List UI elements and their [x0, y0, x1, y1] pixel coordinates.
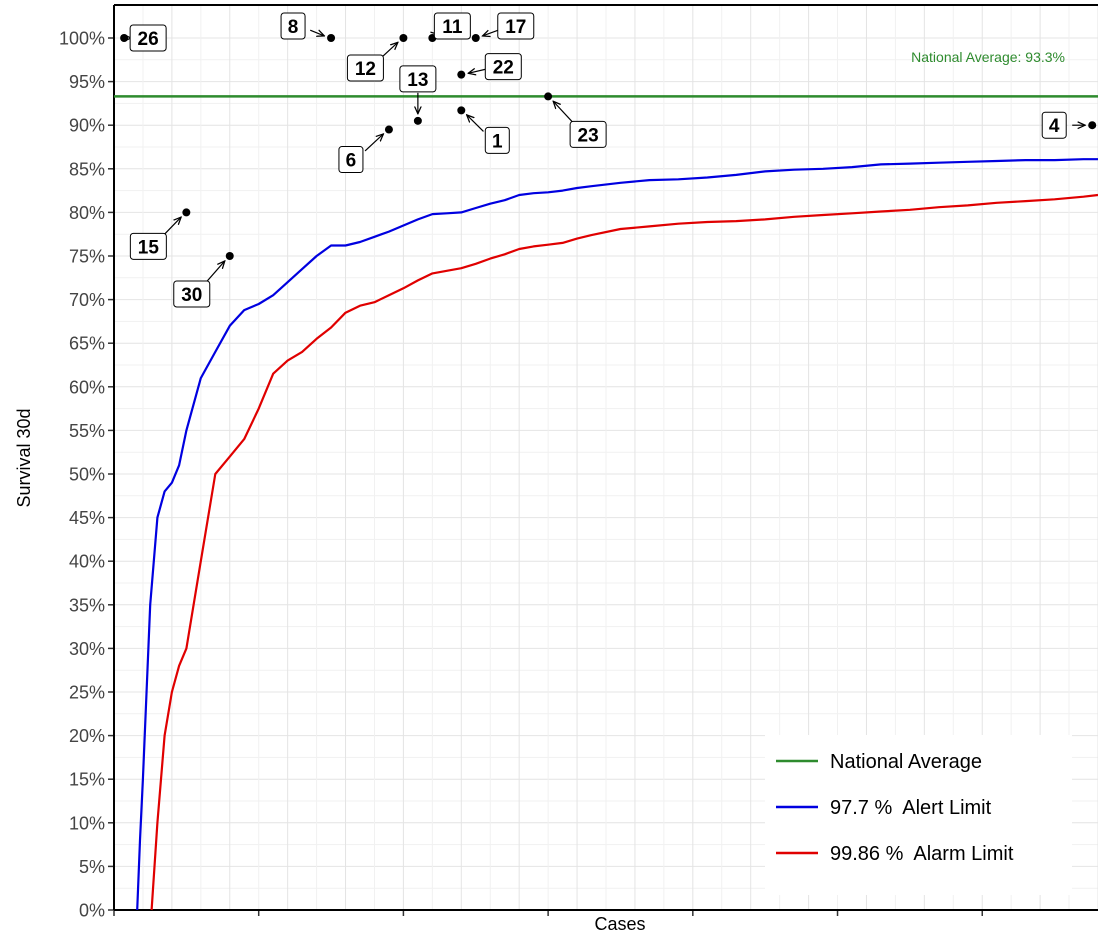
point-label: 6: [346, 151, 357, 172]
point-label-box: [484, 53, 522, 81]
y-tick-label: 75%: [69, 247, 105, 267]
y-tick-label: 60%: [69, 377, 105, 397]
hospital-point-6: 6: [338, 125, 393, 174]
y-tick-label: 50%: [69, 465, 105, 485]
point-label: 26: [138, 29, 159, 50]
point-marker: [457, 106, 466, 115]
hospital-point-17: 17: [471, 12, 535, 42]
series-lines: [114, 95, 1098, 911]
point-label-box: [569, 120, 607, 148]
y-tick-label: 30%: [69, 639, 105, 659]
y-tick-label: 20%: [69, 726, 105, 746]
y-tick-label: 80%: [69, 203, 105, 223]
hospital-point-23: 23: [544, 92, 607, 148]
y-tick-label: 40%: [69, 552, 105, 572]
legend-label-national: National Average: [830, 751, 982, 773]
point-marker: [1088, 121, 1097, 130]
point-label: 12: [355, 59, 376, 80]
point-arrow: [364, 134, 383, 152]
y-tick-label: 100%: [59, 29, 105, 49]
hospital-point-26: 26: [120, 24, 167, 52]
y-tick-label: 25%: [69, 683, 105, 703]
point-label: 15: [138, 237, 160, 258]
point-marker: [457, 70, 466, 79]
y-tick-label: 95%: [69, 72, 105, 92]
legend-label-alert: 97.7 % Alert Limit: [830, 797, 992, 819]
point-label: 4: [1049, 116, 1060, 137]
y-tick-label: 85%: [69, 159, 105, 179]
y-tick-label: 65%: [69, 334, 105, 354]
hospital-point-22: 22: [457, 53, 522, 81]
point-marker: [471, 34, 480, 42]
point-label: 17: [505, 17, 526, 38]
point-marker: [327, 34, 336, 42]
point-marker: [225, 252, 234, 260]
hospital-point-8: 8: [280, 12, 336, 42]
y-tick-label: 55%: [69, 421, 105, 441]
y-tick-label: 45%: [69, 508, 105, 528]
point-label-box: [497, 12, 535, 40]
hospital-point-11: 11: [428, 12, 471, 42]
y-tick-label: 70%: [69, 290, 105, 310]
point-marker: [182, 208, 191, 217]
point-label-box: [280, 12, 306, 40]
x-axis-label: Cases: [594, 914, 645, 934]
hospital-point-4: 4: [1041, 111, 1097, 139]
hospital-point-1: 1: [457, 106, 510, 154]
y-tick-label: 35%: [69, 595, 105, 615]
point-label-box: [1041, 111, 1067, 139]
point-arrow: [553, 101, 576, 126]
national-average-label: National Average: 93.3%: [911, 49, 1065, 65]
legend: National Average 97.7 % Alert Limit 99.8…: [765, 735, 1072, 895]
point-label: 23: [578, 125, 599, 146]
point-arrow: [482, 29, 499, 36]
point-label: 30: [181, 285, 202, 306]
point-label-box: [484, 126, 510, 154]
point-label: 13: [407, 70, 428, 91]
alarm-limit-line: [150, 193, 1098, 911]
point-label-box: [129, 232, 167, 260]
point-label-box: [346, 54, 384, 82]
y-tick-label: 0%: [79, 901, 105, 921]
point-marker: [384, 125, 393, 134]
y-axis-ticks: 0% 5% 10% 15% 20% 25% 30% 35% 40% 45% 50% 55% 60% 65%…: [59, 29, 114, 921]
hospital-point-13: 13: [399, 65, 437, 125]
point-label-box: [129, 24, 167, 52]
point-arrow: [467, 115, 484, 132]
point-label-box: [173, 280, 211, 308]
point-marker: [413, 116, 422, 125]
legend-label-alarm: 99.86 % Alarm Limit: [830, 843, 1014, 865]
point-label: 1: [492, 131, 503, 152]
y-tick-label: 90%: [69, 116, 105, 136]
hospital-point-15: 15: [129, 208, 191, 260]
y-axis-label: Survival 30d: [14, 408, 34, 507]
point-marker: [120, 34, 129, 42]
point-label-box: [338, 146, 364, 174]
y-tick-label: 5%: [79, 857, 105, 877]
point-label: 22: [493, 58, 514, 79]
point-marker: [544, 92, 553, 101]
point-arrow: [310, 30, 324, 36]
hospital-points: 26 8 12 11 17 22 13 6 1 23 4 15 30: [120, 12, 1097, 308]
hospital-point-30: 30: [173, 252, 234, 308]
point-label-box: [399, 65, 437, 93]
hospital-point-12: 12: [346, 34, 408, 82]
grid: [113, 5, 1098, 911]
point-marker: [399, 34, 408, 42]
point-arrow: [468, 69, 486, 73]
point-label: 8: [288, 17, 299, 38]
alert-limit-line: [136, 158, 1098, 911]
y-tick-label: 15%: [69, 770, 105, 790]
point-label-box: [433, 12, 471, 40]
point-arrow: [204, 261, 224, 285]
y-tick-label: 10%: [69, 813, 105, 833]
point-label: 11: [442, 17, 463, 38]
